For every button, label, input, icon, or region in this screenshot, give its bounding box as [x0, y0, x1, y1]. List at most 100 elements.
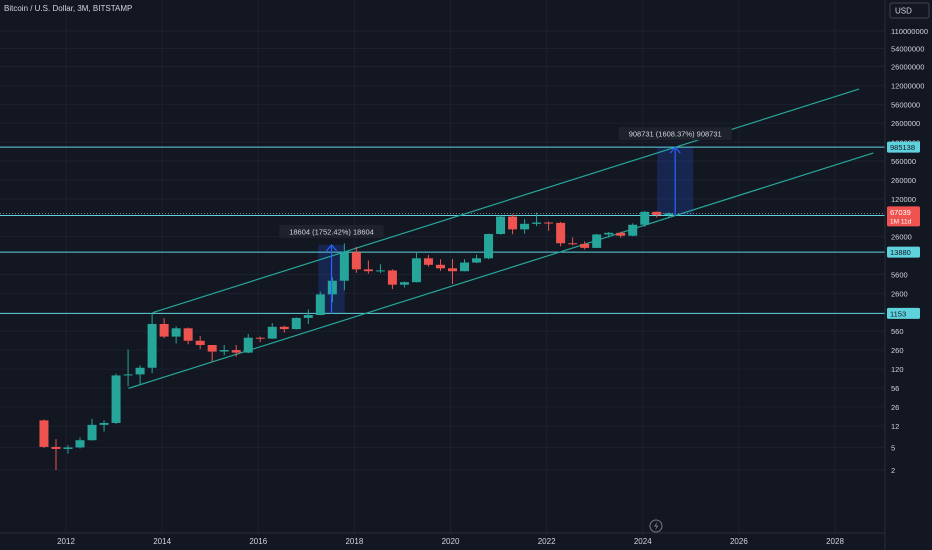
price-tick-label[interactable]: 5600 — [891, 270, 908, 279]
price-tick-label[interactable]: 26000000 — [891, 63, 924, 72]
price-tick-label[interactable]: 560 — [891, 327, 904, 336]
price-tick-label[interactable]: 560000 — [891, 157, 916, 166]
candle-body — [484, 233, 494, 259]
price-tick-label[interactable]: 5 — [891, 443, 895, 452]
flash-icon[interactable] — [649, 519, 663, 533]
currency-button[interactable]: USD — [889, 2, 930, 19]
candle-body — [267, 326, 277, 339]
price-tick-label[interactable]: 56 — [891, 384, 899, 393]
price-tick-label[interactable]: 26000 — [891, 233, 912, 242]
candle-up — [303, 309, 313, 325]
measurement-arrows — [326, 146, 681, 314]
price-tick-label[interactable]: 110000000 — [891, 27, 928, 36]
candle-down — [279, 325, 289, 333]
measurement-label-box — [279, 224, 384, 238]
candle-down — [195, 336, 205, 350]
last-price-countdown: 1M 11d — [890, 218, 912, 225]
candle-down — [231, 344, 241, 357]
candle-down — [351, 246, 361, 273]
candle-body — [183, 328, 193, 341]
candle-up — [604, 232, 614, 238]
candle-down — [39, 419, 49, 448]
price-tick-label[interactable]: 5600000 — [891, 100, 920, 109]
candle-down — [255, 336, 265, 343]
time-tick-label[interactable]: 2012 — [57, 537, 75, 546]
candle-body — [279, 326, 289, 330]
price-tick-label[interactable]: 120000 — [891, 195, 916, 204]
candle-up — [147, 313, 157, 374]
candle-body — [628, 224, 638, 236]
candle-up — [315, 291, 325, 316]
candle-up — [339, 243, 349, 291]
horizontal-levels[interactable] — [0, 146, 885, 314]
currency-button-frame[interactable] — [889, 2, 930, 19]
candle-body — [315, 294, 325, 316]
time-tick-label[interactable]: 2022 — [538, 537, 556, 546]
time-tick-label[interactable]: 2024 — [634, 537, 652, 546]
last-price-badge — [887, 206, 920, 227]
candle-up — [135, 365, 145, 385]
candle-up — [267, 323, 277, 339]
candle-body — [327, 280, 337, 295]
price-tick-label[interactable]: 2600000 — [891, 119, 920, 128]
price-tick-label[interactable]: 54000000 — [891, 45, 924, 54]
candle-down — [183, 327, 193, 345]
price-tick-label[interactable]: 12000000 — [891, 82, 924, 91]
last-price-label: 67039 — [890, 208, 911, 217]
candle-up — [171, 326, 181, 344]
candle-body — [255, 337, 265, 339]
candle-body — [135, 367, 145, 375]
flash-icon-ring[interactable] — [649, 519, 663, 533]
candle-up — [399, 281, 409, 288]
candle-down — [568, 237, 578, 246]
candle-body — [87, 424, 97, 441]
channel-line-upper[interactable] — [152, 88, 860, 314]
time-tick-label[interactable]: 2014 — [153, 537, 171, 546]
price-tick-label[interactable]: 12 — [891, 422, 899, 431]
candle-up — [472, 254, 482, 264]
candle-body — [51, 446, 61, 449]
candle-down — [363, 260, 373, 274]
price-tick-label[interactable]: 2 — [891, 466, 895, 475]
candle-body — [375, 270, 385, 272]
flash-icon-bolt[interactable] — [654, 521, 659, 531]
price-tick-label[interactable]: 26 — [891, 403, 899, 412]
candle-body — [544, 222, 554, 224]
candle-up — [375, 264, 385, 274]
time-tick-label[interactable]: 2028 — [826, 537, 844, 546]
time-axis[interactable]: 2012 2014 2016 2018 2020 2022 2024 2026 2028 — [57, 537, 844, 546]
candle-body — [664, 213, 674, 215]
time-tick-label[interactable]: 2026 — [730, 537, 748, 546]
candle-body — [652, 211, 662, 215]
candle-up — [219, 344, 229, 356]
price-tick-label[interactable]: 2600 — [891, 289, 908, 298]
price-tick-label[interactable]: 120 — [891, 365, 904, 374]
candle-down — [508, 214, 518, 235]
candle-body — [351, 252, 361, 270]
candle-body — [171, 328, 181, 337]
candles — [39, 210, 674, 470]
candle-down — [435, 259, 445, 271]
candle-up — [327, 277, 337, 303]
currency-button-label[interactable]: USD — [895, 7, 912, 16]
candle-body — [556, 222, 566, 244]
time-tick-label[interactable]: 2018 — [345, 537, 363, 546]
candle-body — [123, 374, 133, 376]
candle-body — [387, 270, 397, 285]
candle-down — [387, 269, 397, 290]
time-tick-label[interactable]: 2020 — [442, 537, 460, 546]
candle-body — [219, 350, 229, 352]
price-tick-label[interactable]: 260000 — [891, 176, 916, 185]
candle-up — [75, 437, 85, 449]
candle-up — [484, 233, 494, 260]
time-tick-label[interactable]: 2016 — [249, 537, 267, 546]
candle-body — [520, 223, 530, 230]
price-tick-label[interactable]: 260 — [891, 346, 904, 355]
candle-up — [291, 317, 301, 330]
candle-up — [87, 418, 97, 441]
measurement-arrow — [326, 243, 338, 314]
level-badge-label: 985138 — [890, 143, 915, 152]
candle-body — [496, 216, 506, 234]
